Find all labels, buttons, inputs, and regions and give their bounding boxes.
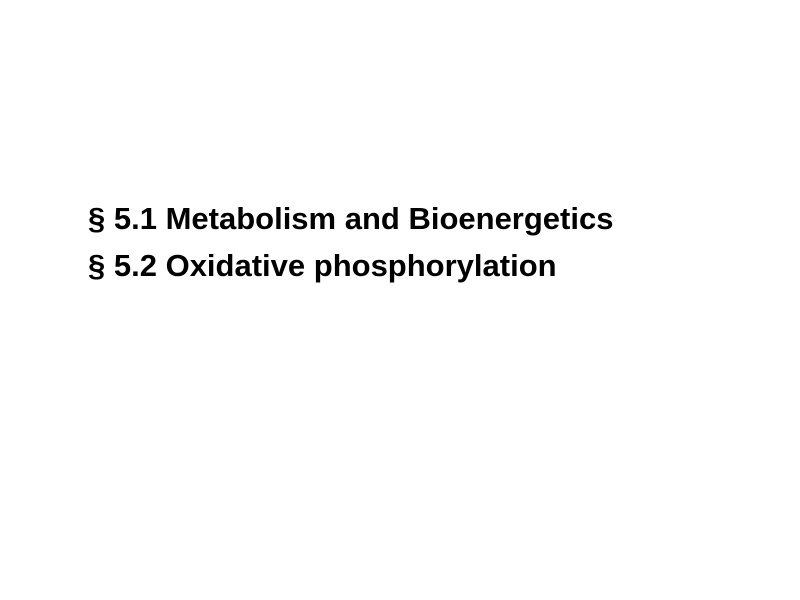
section-text: 5.2 Oxidative phosphorylation (114, 248, 557, 283)
section-symbol: § (88, 201, 105, 236)
slide-content: § 5.1 Metabolism and Bioenergetics § 5.2… (88, 196, 613, 289)
section-line: § 5.1 Metabolism and Bioenergetics (88, 196, 613, 243)
section-text: 5.1 Metabolism and Bioenergetics (114, 201, 614, 236)
section-line: § 5.2 Oxidative phosphorylation (88, 243, 613, 290)
section-symbol: § (88, 248, 105, 283)
slide: § 5.1 Metabolism and Bioenergetics § 5.2… (0, 0, 800, 600)
